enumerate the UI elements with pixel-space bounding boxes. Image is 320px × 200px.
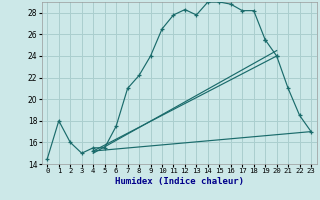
X-axis label: Humidex (Indice chaleur): Humidex (Indice chaleur) <box>115 177 244 186</box>
